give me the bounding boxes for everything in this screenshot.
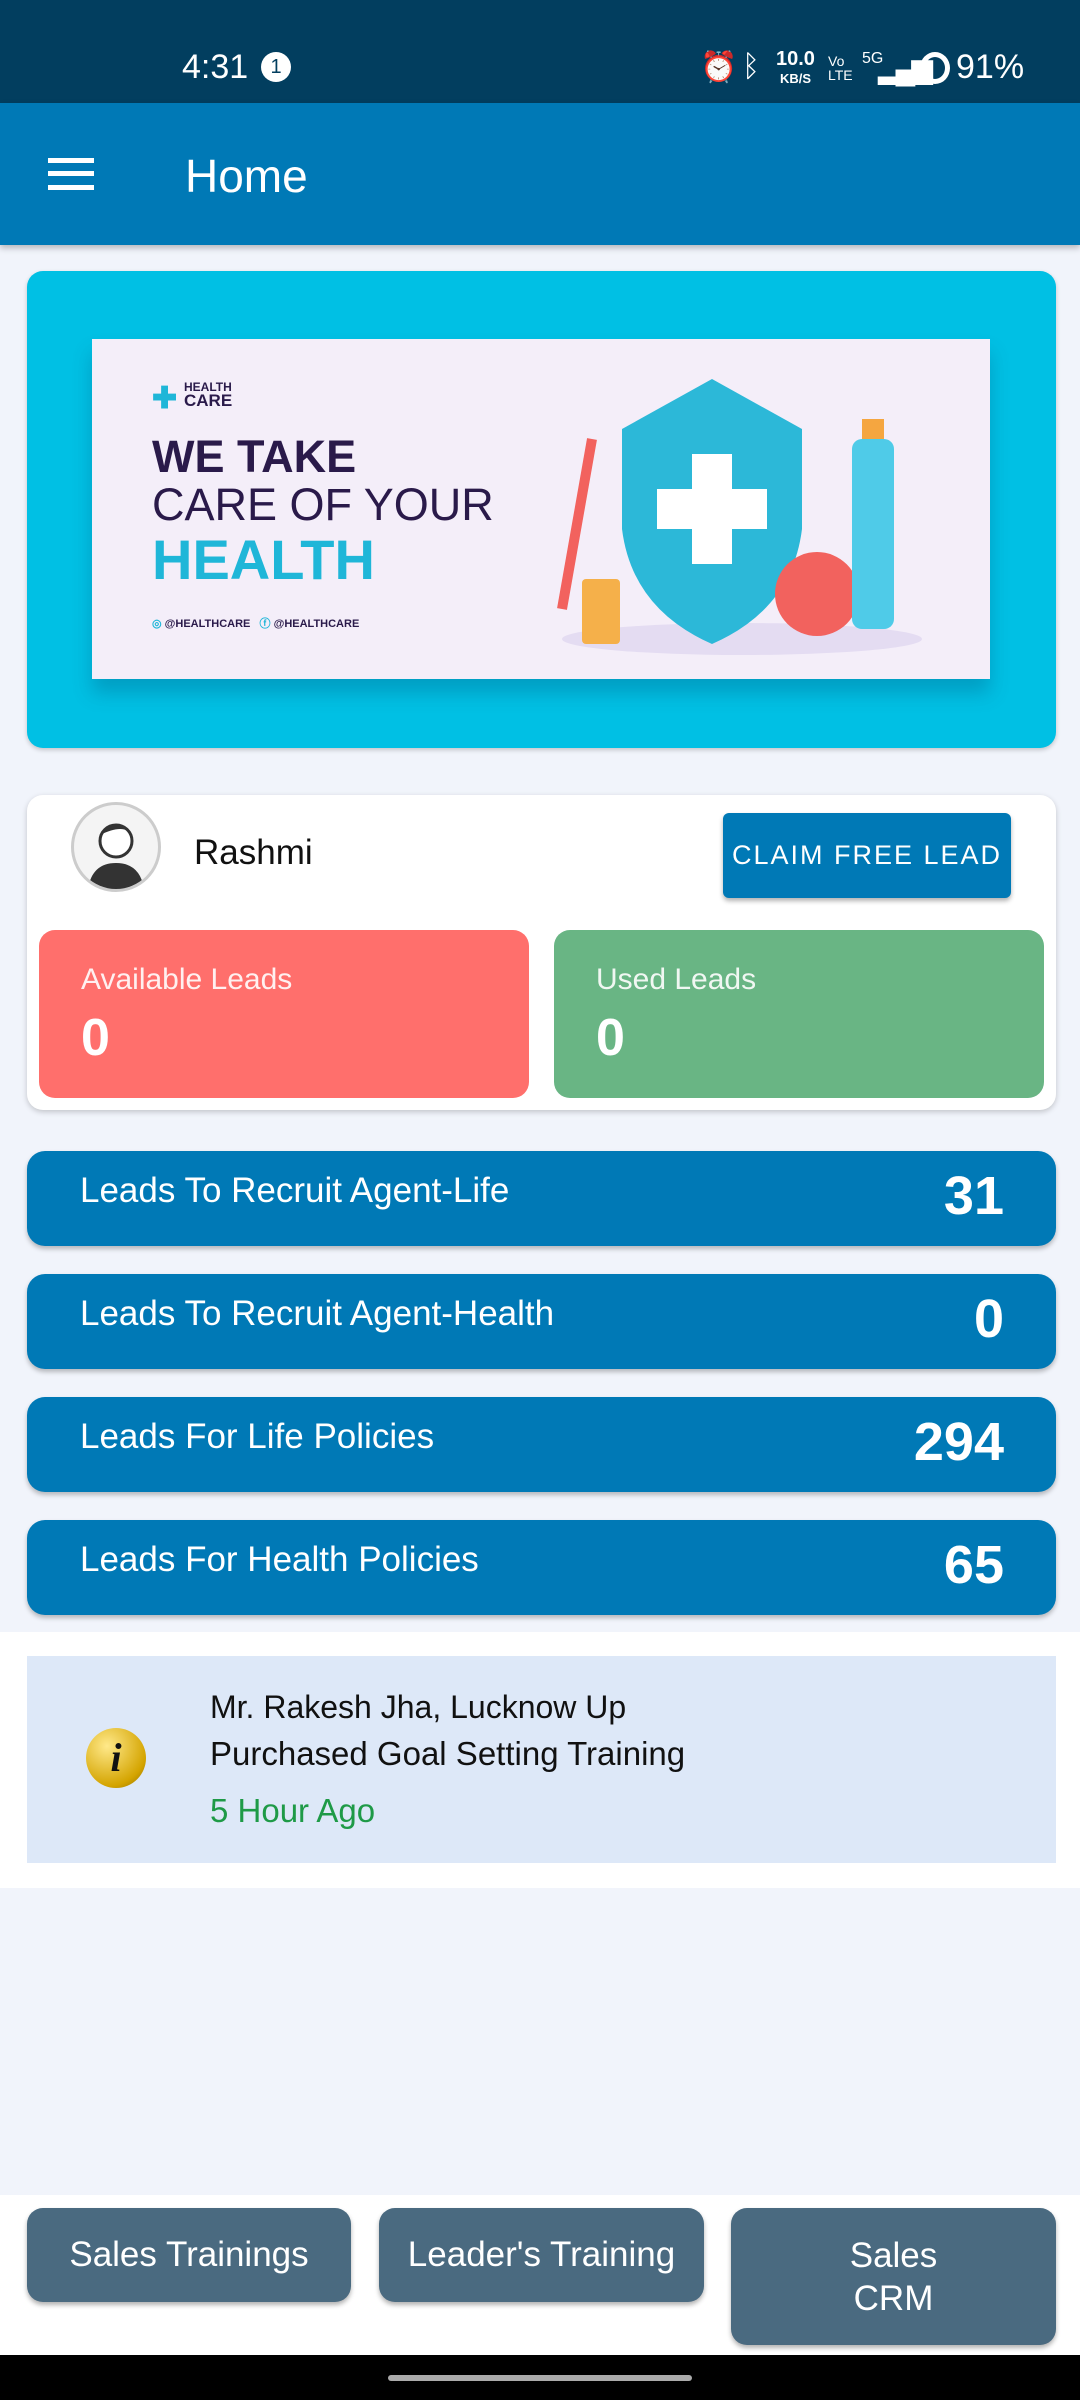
notification-badge: 1 <box>261 52 291 82</box>
social-handles: ◎ @HEALTHCARE ⓕ @HEALTHCARE <box>152 615 359 631</box>
stat-label: Available Leads <box>81 963 293 996</box>
lead-category-recruit-health[interactable]: Leads To Recruit Agent-Health 0 <box>27 1274 1056 1369</box>
battery-level: 91% <box>956 48 1025 86</box>
stat-value: 0 <box>81 1009 110 1067</box>
stat-label: Used Leads <box>596 963 757 996</box>
plus-logo-icon: ✚ <box>152 382 178 415</box>
page-title: Home <box>185 150 308 202</box>
health-shield-illustration <box>557 379 922 655</box>
status-bar: 4:31 1 ⏰ ᛒ 10.0 KB/S Vo LTE 5G ▂▄▆ 91% <box>0 0 1080 103</box>
sales-trainings-button[interactable]: Sales Trainings <box>27 2208 351 2302</box>
volte-icon: Vo LTE <box>828 53 853 83</box>
bluetooth-icon: ᛒ <box>742 50 760 83</box>
facebook-handle: @HEALTHCARE <box>273 618 360 630</box>
stat-value: 0 <box>596 1009 625 1067</box>
instagram-icon: ◎ <box>152 618 162 630</box>
speed-unit: KB/S <box>779 71 811 86</box>
brand-bottom: CARE <box>184 391 233 410</box>
lead-label: Leads To Recruit Agent-Life <box>80 1171 510 1210</box>
network-type: 5G <box>862 50 884 67</box>
lead-label: Leads For Life Policies <box>80 1417 435 1456</box>
lead-category-life-policies[interactable]: Leads For Life Policies 294 <box>27 1397 1056 1492</box>
activity-item: i Mr. Rakesh Jha, Lucknow Up Purchased G… <box>27 1656 1056 1863</box>
available-leads-card[interactable]: Available Leads 0 <box>39 930 529 1098</box>
alarm-icon: ⏰ <box>700 51 738 84</box>
lead-count: 65 <box>943 1535 1004 1595</box>
network-speed: 10.0 KB/S <box>776 48 815 88</box>
hamburger-menu-icon[interactable] <box>48 158 94 190</box>
lead-count: 0 <box>973 1289 1004 1349</box>
claim-free-lead-button[interactable]: CLAIM FREE LEAD <box>723 813 1011 898</box>
lead-category-recruit-life[interactable]: Leads To Recruit Agent-Life 31 <box>27 1151 1056 1246</box>
banner-line3: HEALTH <box>152 528 375 591</box>
banner-line1: WE TAKE <box>152 431 357 482</box>
profile-card: Rashmi CLAIM FREE LEAD Available Leads 0… <box>27 795 1056 1110</box>
clock: 4:31 <box>182 48 249 86</box>
lead-count: 31 <box>943 1166 1004 1226</box>
lead-category-health-policies[interactable]: Leads For Health Policies 65 <box>27 1520 1056 1615</box>
banner-image: ✚ HEALTH CARE WE TAKE CARE OF YOUR HEALTH… <box>92 339 990 679</box>
battery-icon <box>920 52 950 84</box>
brand-top: HEALTH <box>184 380 232 394</box>
activity-description: Purchased Goal Setting Training <box>210 1735 686 1772</box>
brand-logo: HEALTH CARE <box>184 380 233 410</box>
app-bar: Home <box>0 103 1080 245</box>
leaders-training-button[interactable]: Leader's Training <box>379 2208 704 2302</box>
lead-count: 294 <box>913 1412 1004 1472</box>
user-name: Rashmi <box>194 833 313 872</box>
activity-title: Mr. Rakesh Jha, Lucknow Up <box>210 1689 627 1725</box>
facebook-icon: ⓕ <box>259 618 271 630</box>
instagram-handle: @HEALTHCARE <box>164 618 251 630</box>
speed-value: 10.0 <box>776 48 815 70</box>
sales-crm-button[interactable]: Sales CRM <box>731 2208 1056 2345</box>
activity-section: i Mr. Rakesh Jha, Lucknow Up Purchased G… <box>0 1632 1080 1888</box>
activity-time: 5 Hour Ago <box>210 1792 376 1829</box>
navigation-bar <box>0 2355 1080 2400</box>
info-icon: i <box>86 1728 146 1788</box>
lead-label: Leads To Recruit Agent-Health <box>80 1294 555 1333</box>
bottom-action-bar: Sales Trainings Leader's Training Sales … <box>0 2195 1080 2355</box>
used-leads-card[interactable]: Used Leads 0 <box>554 930 1044 1098</box>
avatar <box>71 802 161 892</box>
lead-label: Leads For Health Policies <box>80 1540 479 1579</box>
home-gesture-handle[interactable] <box>388 2375 692 2381</box>
banner-carousel[interactable]: ✚ HEALTH CARE WE TAKE CARE OF YOUR HEALTH… <box>27 271 1056 1023</box>
banner-line2: CARE OF YOUR <box>152 479 494 530</box>
